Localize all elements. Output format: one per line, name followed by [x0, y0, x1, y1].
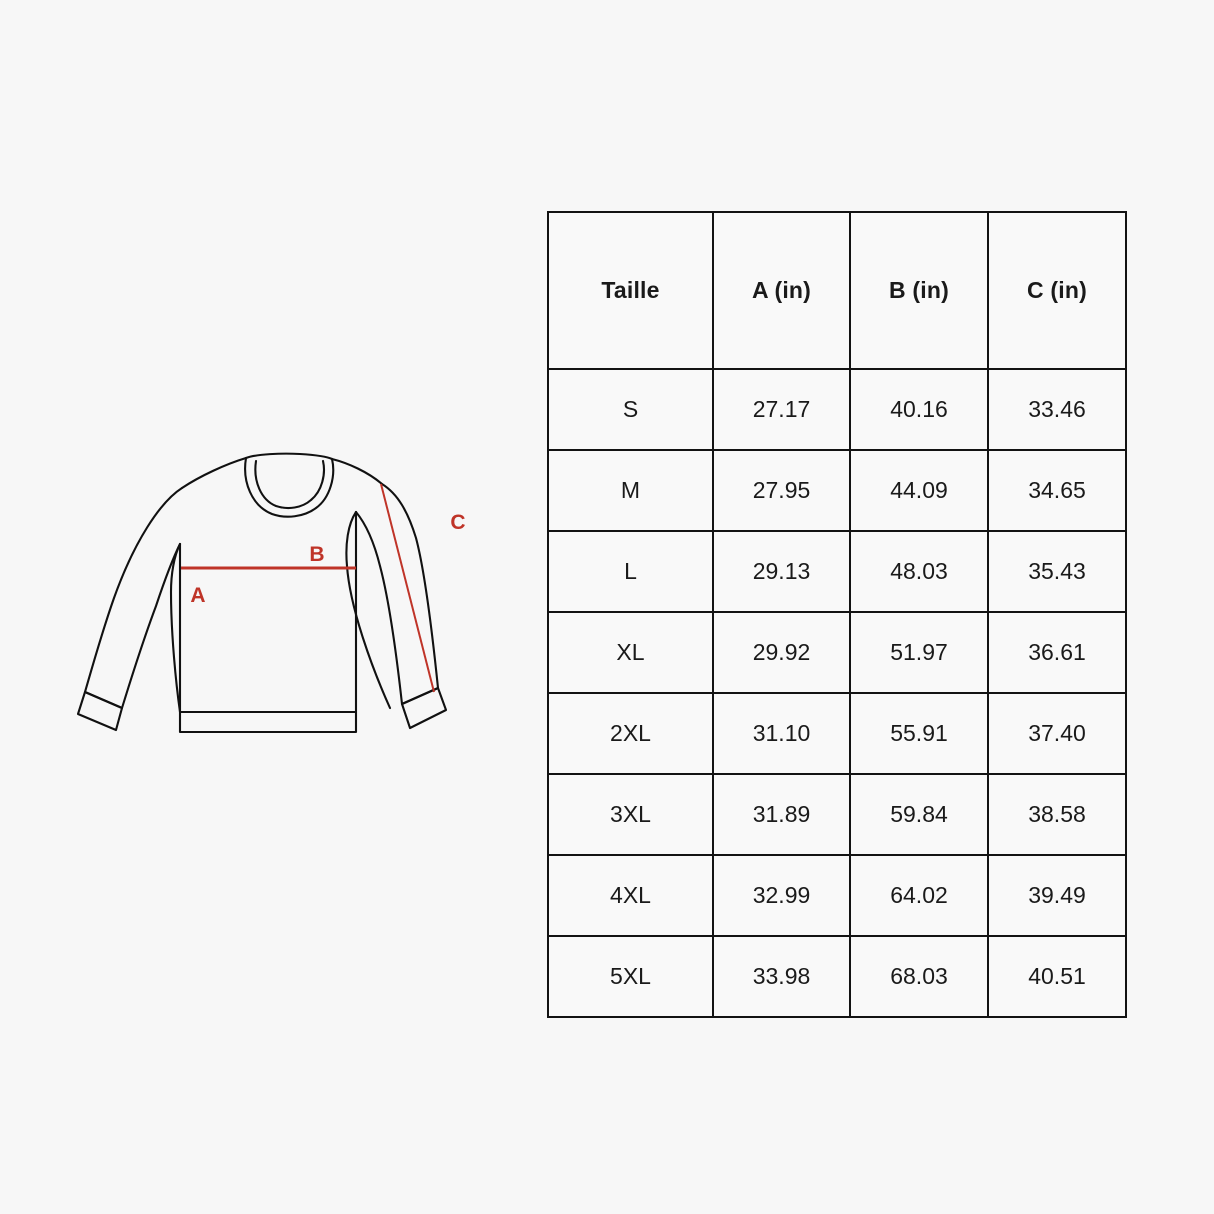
garment-illustration: A B C [60, 420, 480, 760]
cell-a: 29.13 [712, 530, 851, 613]
table-row: L 29.13 48.03 35.43 [547, 530, 1127, 613]
table-row: XL 29.92 51.97 36.61 [547, 611, 1127, 694]
right-cuff [400, 686, 448, 730]
cell-a: 31.10 [712, 692, 851, 775]
table-row: M 27.95 44.09 34.65 [547, 449, 1127, 532]
cell-c: 35.43 [987, 530, 1127, 613]
measurement-guides [181, 483, 435, 693]
cell-c: 40.51 [987, 935, 1127, 1018]
neckline-outer [244, 452, 334, 461]
cell-size: 4XL [547, 854, 714, 937]
cell-size: M [547, 449, 714, 532]
cell-b: 59.84 [849, 773, 989, 856]
cell-c: 34.65 [987, 449, 1127, 532]
hem-band [178, 710, 358, 734]
cell-c: 39.49 [987, 854, 1127, 937]
cell-a: 27.95 [712, 449, 851, 532]
sweatshirt-diagram: A B C [76, 452, 466, 734]
cell-size: 3XL [547, 773, 714, 856]
cell-c: 37.40 [987, 692, 1127, 775]
cell-a: 31.89 [712, 773, 851, 856]
column-header-a: A (in) [712, 211, 851, 370]
cell-c: 36.61 [987, 611, 1127, 694]
cell-size: 5XL [547, 935, 714, 1018]
right-armhole-curve [345, 510, 392, 710]
cell-a: 29.92 [712, 611, 851, 694]
cell-b: 44.09 [849, 449, 989, 532]
left-shoulder-seam [180, 456, 248, 490]
cell-a: 32.99 [712, 854, 851, 937]
table-header-row: Taille A (in) B (in) C (in) [547, 211, 1127, 370]
size-table: Taille A (in) B (in) C (in) S 27.17 40.1… [547, 211, 1127, 1018]
measure-label-a: A [190, 584, 205, 607]
cell-b: 64.02 [849, 854, 989, 937]
measure-label-c: C [450, 511, 465, 534]
left-sleeve-outline [83, 486, 184, 710]
right-sleeve-outline [354, 482, 440, 706]
column-header-size: Taille [547, 211, 714, 370]
cell-b: 51.97 [849, 611, 989, 694]
cell-size: S [547, 368, 714, 451]
left-armhole-curve [169, 542, 182, 714]
table-row: S 27.17 40.16 33.46 [547, 368, 1127, 451]
cell-c: 38.58 [987, 773, 1127, 856]
column-header-b: B (in) [849, 211, 989, 370]
measure-line-c [380, 483, 435, 693]
table-row: 3XL 31.89 59.84 38.58 [547, 773, 1127, 856]
cell-c: 33.46 [987, 368, 1127, 451]
cell-b: 68.03 [849, 935, 989, 1018]
cell-b: 55.91 [849, 692, 989, 775]
column-header-c: C (in) [987, 211, 1127, 370]
collar-rib-inner [254, 459, 325, 510]
left-cuff [76, 690, 124, 732]
measure-label-b: B [309, 543, 324, 566]
cell-a: 33.98 [712, 935, 851, 1018]
cell-a: 27.17 [712, 368, 851, 451]
table-row: 2XL 31.10 55.91 37.40 [547, 692, 1127, 775]
cell-b: 40.16 [849, 368, 989, 451]
table-row: 4XL 32.99 64.02 39.49 [547, 854, 1127, 937]
cell-size: L [547, 530, 714, 613]
table-row: 5XL 33.98 68.03 40.51 [547, 935, 1127, 1018]
cell-b: 48.03 [849, 530, 989, 613]
size-table-container: Taille A (in) B (in) C (in) S 27.17 40.1… [547, 211, 1127, 1018]
cell-size: 2XL [547, 692, 714, 775]
cell-size: XL [547, 611, 714, 694]
right-shoulder-seam [330, 457, 384, 486]
collar-rib-outer [244, 456, 335, 518]
